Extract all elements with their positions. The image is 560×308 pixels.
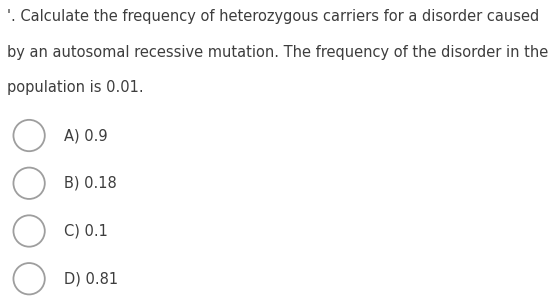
Text: B) 0.18: B) 0.18 xyxy=(64,176,117,191)
Text: '. Calculate the frequency of heterozygous carriers for a disorder caused: '. Calculate the frequency of heterozygo… xyxy=(7,9,539,24)
Text: by an autosomal recessive mutation. The frequency of the disorder in the: by an autosomal recessive mutation. The … xyxy=(7,45,548,60)
Text: population is 0.01.: population is 0.01. xyxy=(7,80,143,95)
Text: D) 0.81: D) 0.81 xyxy=(64,271,119,286)
Text: A) 0.9: A) 0.9 xyxy=(64,128,108,143)
Text: C) 0.1: C) 0.1 xyxy=(64,224,108,238)
